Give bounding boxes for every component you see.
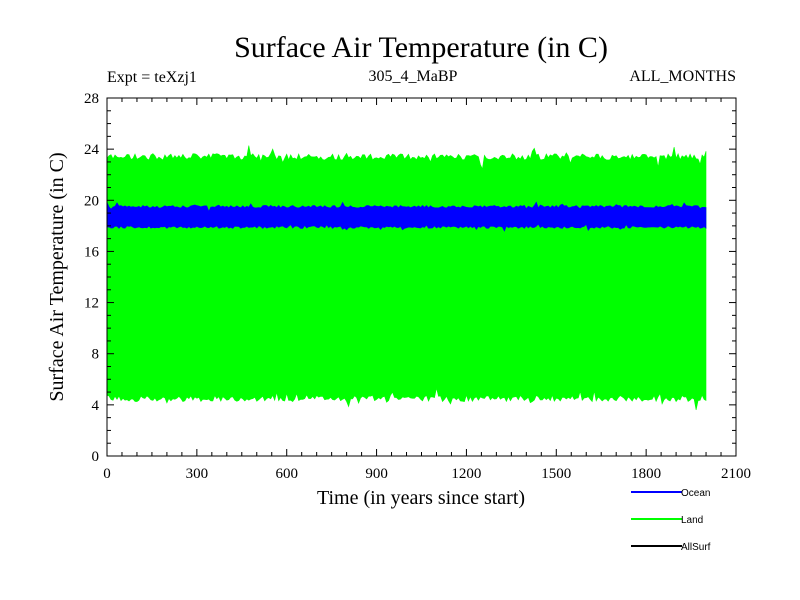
band-ocean [106,201,707,232]
x-tick-label: 0 [103,466,111,482]
x-axis-label: Time (in years since start) [317,487,525,509]
x-tick-label: 2100 [721,466,751,482]
x-tick-label: 1800 [631,466,661,482]
y-tick-label: 8 [92,347,100,363]
y-tick-labels: 0 4 8 12 16 20 24 28 [84,91,100,465]
legend-label-allsurf: AllSurf [681,542,711,553]
y-tick-label: 0 [92,449,100,465]
y-axis-label: Surface Air Temperature (in C) [46,152,68,401]
chart-title: Surface Air Temperature (in C) [234,31,608,64]
legend-label-ocean: Ocean [681,488,710,499]
experiment-label: Expt = teXzj1 [107,69,197,86]
y-tick-label: 28 [84,91,99,107]
x-tick-label: 1500 [541,466,571,482]
band-land [106,145,707,410]
x-tick-label: 300 [186,466,209,482]
x-tick-labels: 0 300 600 900 1200 1500 1800 2100 [103,466,751,482]
months-label: ALL_MONTHS [629,68,736,85]
y-tick-label: 24 [84,142,100,158]
x-tick-label: 900 [365,466,388,482]
x-tick-label: 1200 [451,466,481,482]
series-bands [106,145,707,410]
axis-ticks [106,97,737,457]
y-tick-label: 20 [84,193,99,209]
y-tick-label: 4 [92,398,100,414]
x-tick-label: 600 [275,466,298,482]
legend: Ocean Land AllSurf [631,488,711,553]
y-tick-label: 12 [84,296,99,312]
legend-label-land: Land [681,515,703,526]
y-tick-label: 16 [84,244,100,260]
period-label: 305_4_MaBP [369,68,458,85]
